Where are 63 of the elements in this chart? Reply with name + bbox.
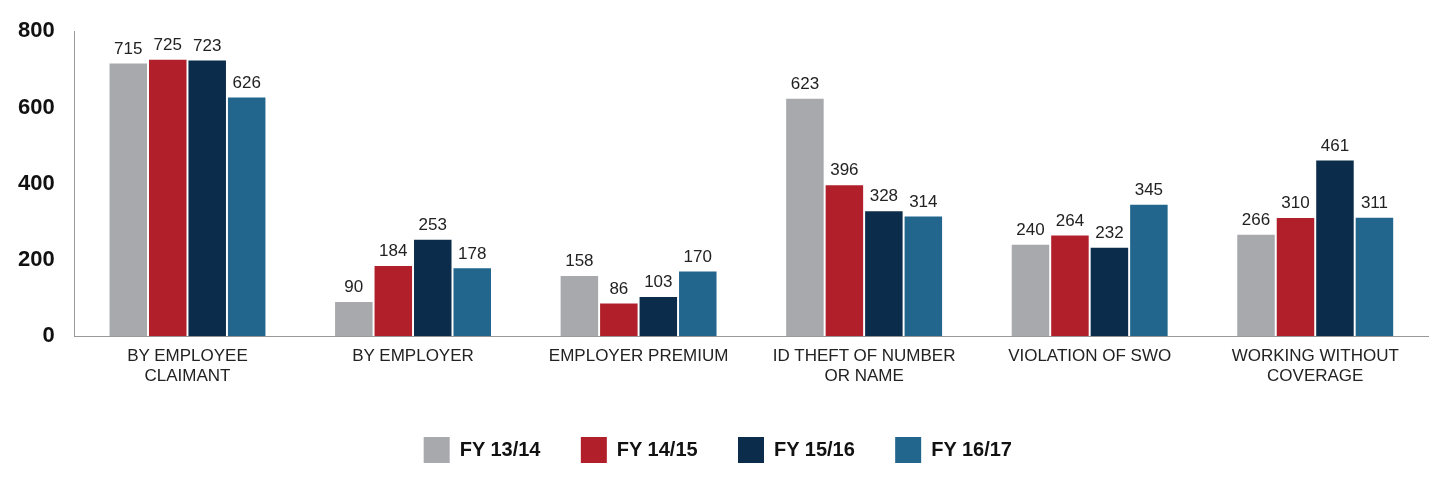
bar (1316, 160, 1354, 337)
data-label: 725 (153, 34, 182, 54)
legend-label: FY 14/15 (616, 437, 698, 460)
x-tick-label: ID THEFT OF NUMBER OR NAME (772, 346, 956, 386)
data-label: 328 (869, 186, 899, 206)
data-label: 103 (644, 272, 673, 292)
bar (335, 301, 373, 337)
data-label: 158 (565, 251, 594, 271)
data-label: 311 (1360, 192, 1388, 212)
y-tick-label: 200 (17, 246, 55, 272)
data-label: 90 (344, 277, 364, 297)
bar (414, 239, 452, 337)
data-label: 461 (1320, 135, 1350, 155)
bar (679, 271, 717, 337)
data-label: 396 (830, 160, 859, 180)
bar (1011, 244, 1050, 337)
bar (600, 303, 638, 337)
data-label: 723 (193, 35, 222, 55)
bar (904, 216, 943, 337)
bar (1130, 204, 1168, 337)
data-label: 232 (1095, 222, 1124, 242)
x-tick-label: BY EMPLOYER (352, 346, 474, 366)
bar (188, 60, 226, 337)
data-label: 314 (909, 191, 938, 211)
data-label: 310 (1281, 193, 1310, 213)
data-label: 253 (418, 214, 447, 234)
y-tick-label: 400 (17, 169, 55, 195)
data-label: 178 (458, 243, 487, 263)
bar (825, 185, 864, 337)
y-tick-label: 0 (42, 322, 55, 348)
data-label: 86 (609, 278, 629, 298)
bar (786, 98, 824, 337)
bar (1090, 247, 1129, 337)
y-tick-label: 800 (17, 17, 55, 43)
x-tick-label: BY EMPLOYEE CLAIMANT (127, 346, 248, 386)
data-label: 264 (1055, 210, 1085, 230)
data-label: 715 (114, 38, 143, 58)
legend-label: FY 16/17 (931, 437, 1012, 460)
bar (149, 59, 187, 337)
x-tick-label: VIOLATION OF SWO (1008, 346, 1172, 366)
bar (1051, 235, 1089, 337)
data-label: 266 (1241, 209, 1271, 229)
legend-label: FY 15/16 (774, 437, 855, 460)
y-tick-label: 600 (17, 93, 55, 119)
data-label: 626 (232, 72, 261, 92)
x-tick-label: WORKING WITHOUT COVERAGE (1231, 346, 1399, 386)
bar (1237, 234, 1275, 337)
bar (865, 211, 903, 337)
data-label: 623 (790, 73, 820, 93)
bar (109, 63, 148, 337)
bar (1355, 217, 1394, 337)
bar (374, 266, 413, 337)
bar (1276, 218, 1315, 337)
data-label: 170 (683, 246, 712, 266)
legend-label: FY 13/14 (459, 437, 542, 460)
data-label: 240 (1016, 219, 1045, 239)
data-label: 184 (379, 241, 408, 261)
x-tick-label: EMPLOYER PREMIUM (548, 346, 729, 366)
bar (453, 268, 491, 337)
bar (639, 296, 678, 337)
bar (560, 275, 599, 337)
data-label: 345 (1134, 179, 1164, 199)
bar (227, 97, 266, 337)
